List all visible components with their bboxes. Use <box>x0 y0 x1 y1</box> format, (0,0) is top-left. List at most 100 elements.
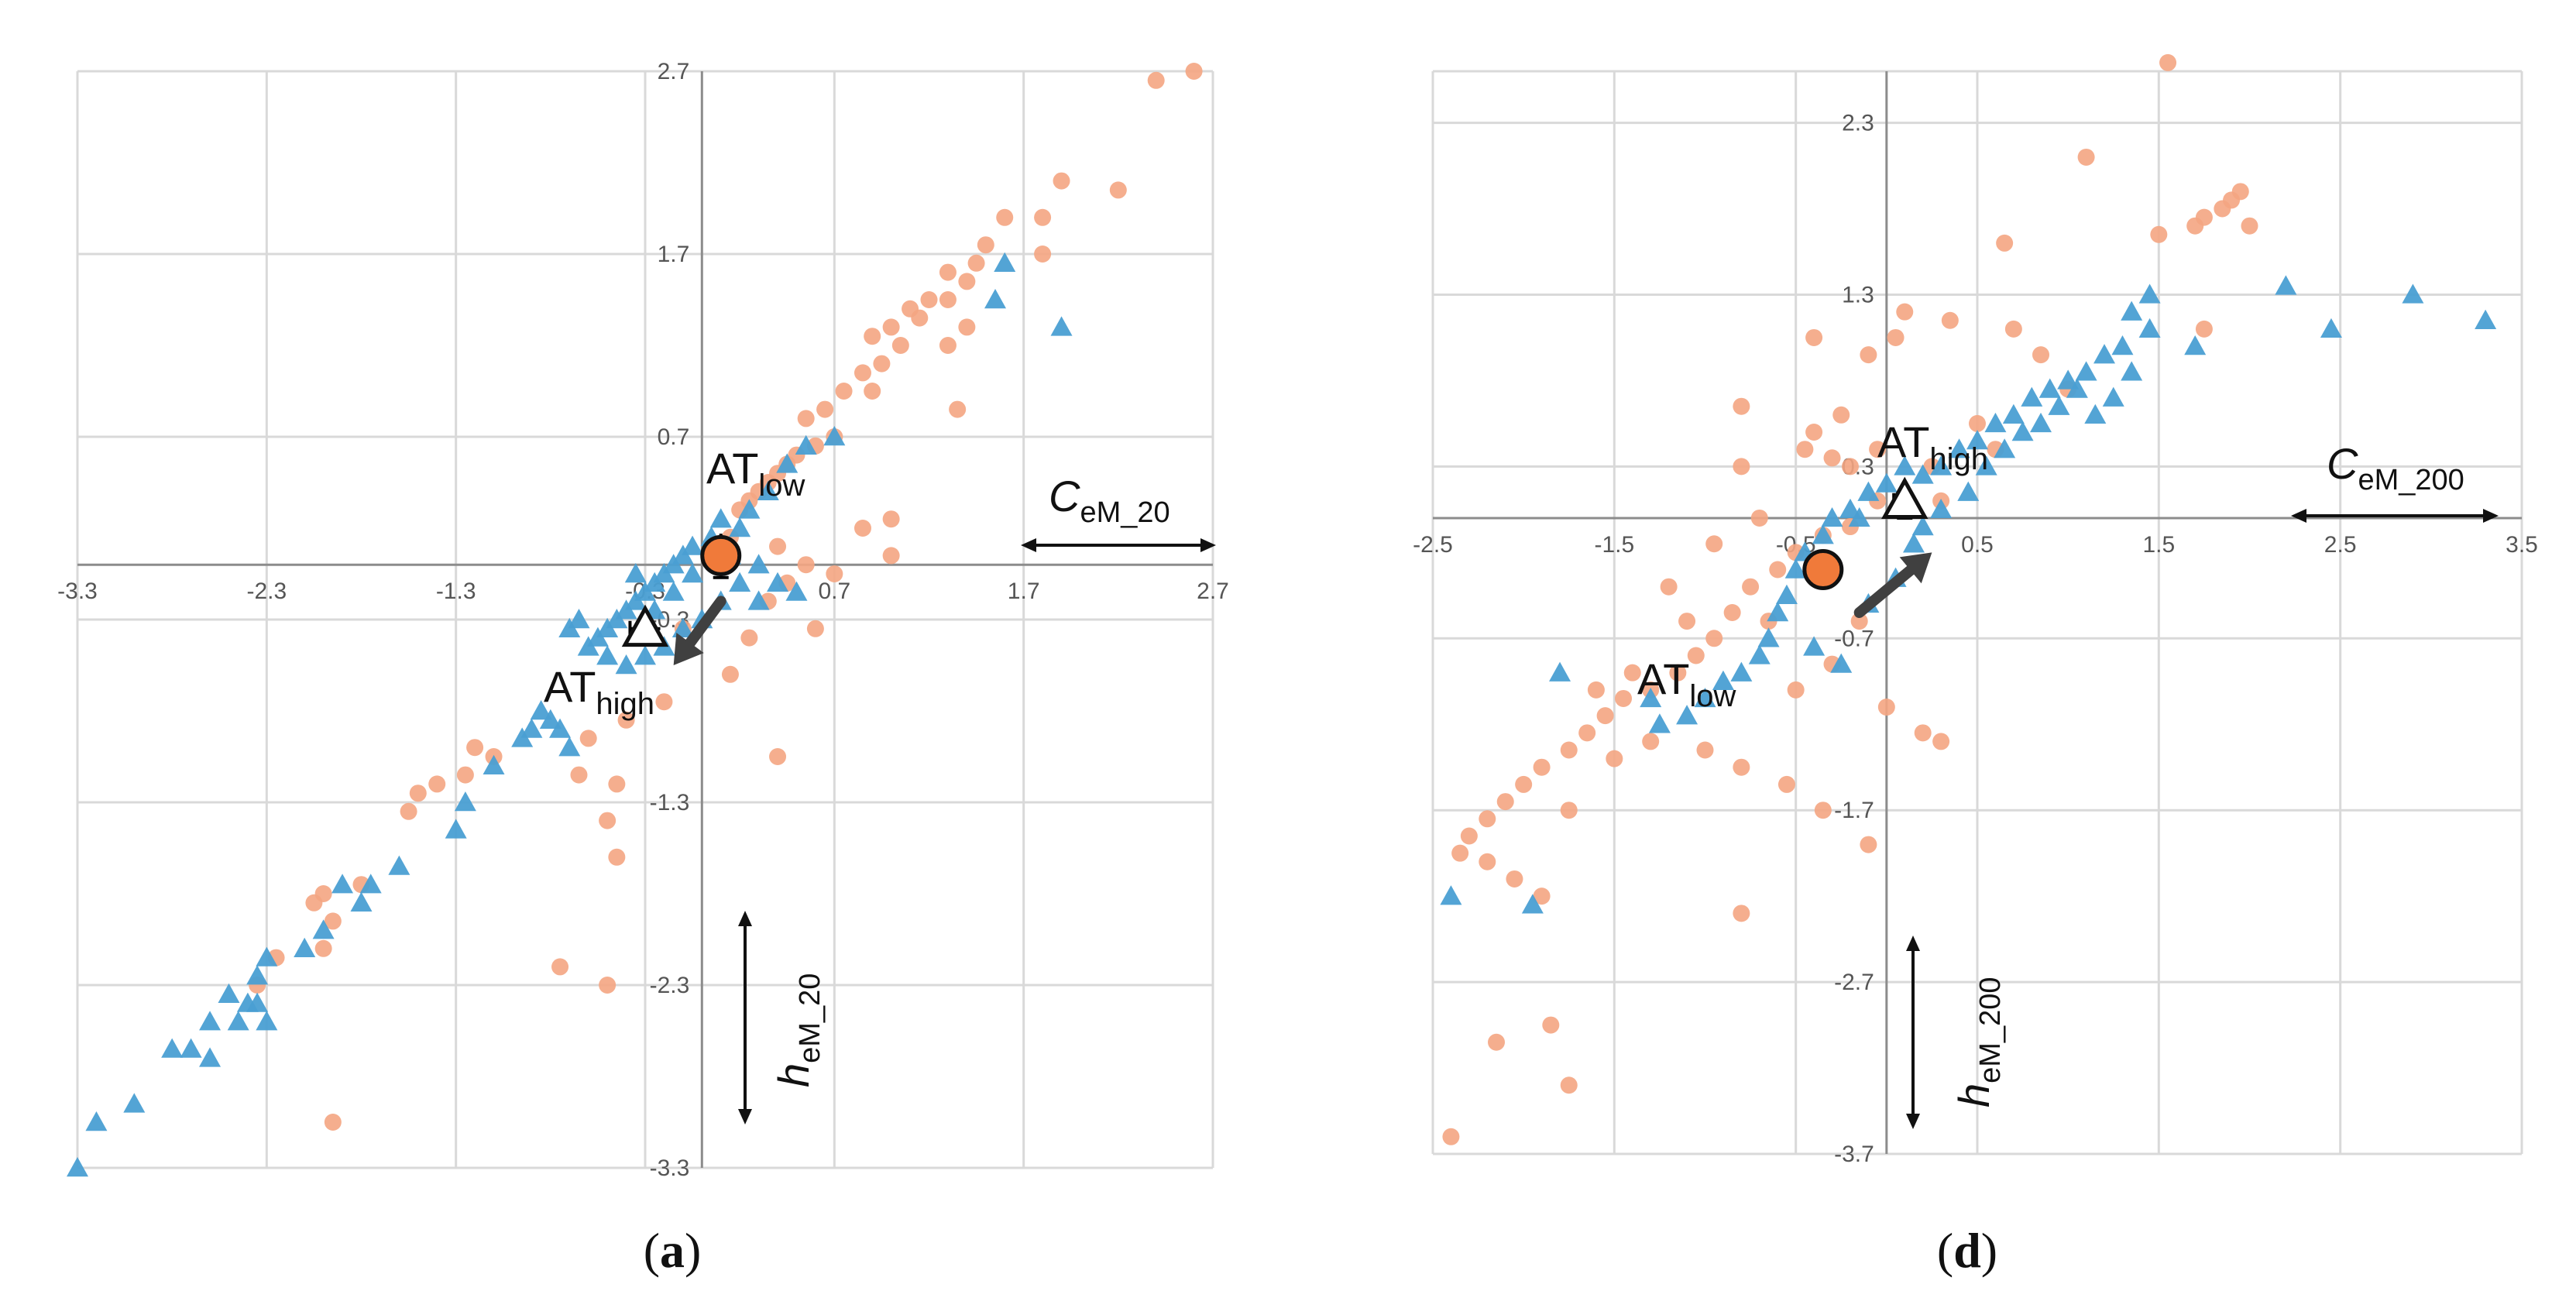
data-point-circle <box>1560 802 1578 819</box>
data-point-triangle <box>1848 506 1870 527</box>
data-point-triangle <box>2021 386 2043 407</box>
data-point-triangle <box>615 654 637 675</box>
data-point-circle <box>721 665 739 683</box>
data-point-triangle <box>1640 687 1662 708</box>
panel-label-a: (a) <box>644 1223 702 1278</box>
data-point-circle <box>769 537 787 555</box>
x-variable-arrowhead-left <box>2291 509 2306 523</box>
data-point-circle <box>1623 664 1641 682</box>
data-point-triangle <box>662 581 685 601</box>
data-point-triangle <box>2075 361 2097 381</box>
data-point-triangle <box>558 617 581 637</box>
data-point-triangle <box>2111 335 2134 355</box>
data-point-circle <box>1442 1128 1460 1145</box>
data-point-circle <box>1687 647 1705 664</box>
data-point-triangle <box>1821 506 1843 527</box>
data-point-circle <box>1678 613 1696 630</box>
data-point-triangle <box>586 627 609 647</box>
shift-arrow-head <box>673 632 704 665</box>
data-point-circle <box>608 848 626 866</box>
at-high-label-a: AThigh <box>544 662 654 721</box>
data-point-triangle <box>1894 455 1916 476</box>
data-point-triangle <box>1839 498 1861 519</box>
data-point-triangle <box>199 1011 222 1031</box>
data-point-triangle <box>350 891 373 912</box>
data-point-circle <box>797 556 815 574</box>
data-point-circle <box>2032 346 2050 364</box>
data-point-triangle <box>984 289 1007 309</box>
data-point-circle <box>967 254 985 272</box>
data-point-circle <box>2231 183 2249 201</box>
scatter-panel-a: -3.3-2.3-1.3-0.30.71.72.7 -3.3-2.3-1.3-0… <box>57 59 1229 1278</box>
x-variable-arrowhead-left <box>1021 538 1036 552</box>
data-point-triangle <box>653 563 675 583</box>
data-point-triangle <box>1911 516 1934 536</box>
series-d <box>1440 53 2497 1145</box>
x-tick-label: 2.7 <box>1197 579 1229 604</box>
x-tick-label: 2.5 <box>2324 532 2357 558</box>
data-point-circle <box>314 939 332 957</box>
data-point-triangle <box>1948 438 1970 458</box>
data-point-triangle <box>1984 412 2007 433</box>
data-point-triangle <box>530 700 552 720</box>
x-tick-label: -2.5 <box>1413 532 1453 558</box>
data-point-circle <box>1460 827 1478 845</box>
data-point-circle <box>939 263 957 281</box>
data-point-triangle <box>709 508 732 528</box>
data-point-triangle <box>218 983 240 1003</box>
y-tick-label: 0.7 <box>658 424 690 450</box>
data-point-circle <box>1560 1076 1578 1094</box>
data-point-triangle <box>747 590 770 610</box>
data-point-triangle <box>596 617 619 637</box>
data-point-triangle <box>549 718 572 738</box>
data-point-circle <box>1832 406 1850 424</box>
data-point-circle <box>1660 578 1678 596</box>
data-point-circle <box>1642 733 1660 750</box>
data-point-triangle <box>606 609 628 629</box>
data-point-circle <box>1109 181 1127 199</box>
data-point-triangle <box>2048 395 2070 415</box>
data-point-triangle <box>558 736 581 757</box>
data-point-circle <box>305 894 323 912</box>
x-tick-label: 0.5 <box>1961 532 1994 558</box>
data-point-circle <box>740 629 758 647</box>
data-point-triangle <box>776 453 799 473</box>
data-point-triangle <box>454 791 476 812</box>
data-point-triangle <box>1549 661 1571 682</box>
data-point-triangle <box>2320 318 2342 338</box>
data-point-circle <box>324 912 342 930</box>
data-point-circle <box>1669 664 1687 682</box>
data-point-circle <box>977 236 994 254</box>
data-point-circle <box>1496 793 1514 811</box>
panel-label-d: (d) <box>1937 1223 1997 1278</box>
data-point-circle <box>882 318 900 336</box>
data-point-circle <box>854 520 871 537</box>
data-point-triangle <box>445 819 467 839</box>
y-tick-label: -3.7 <box>1834 1142 1874 1167</box>
data-point-triangle <box>1803 636 1826 656</box>
shift-arrow-shaft <box>685 596 726 649</box>
data-point-triangle <box>671 544 694 565</box>
data-point-circle <box>920 291 938 308</box>
y-tick-label: -3.3 <box>650 1155 690 1181</box>
data-point-circle <box>1823 449 1841 467</box>
data-point-triangle <box>2121 361 2143 381</box>
data-point-circle <box>2195 208 2213 226</box>
shift-arrow-shaft <box>1853 565 1916 618</box>
data-point-circle <box>570 766 588 784</box>
data-point-circle <box>1814 802 1832 819</box>
data-point-circle <box>1533 888 1551 905</box>
y-tick-label: 1.3 <box>1842 282 1874 307</box>
data-point-circle <box>456 766 474 784</box>
data-point-triangle <box>795 434 817 455</box>
data-point-triangle <box>634 581 656 601</box>
data-point-triangle <box>1521 894 1544 914</box>
data-point-triangle <box>483 754 505 774</box>
data-point-triangle <box>2093 344 2116 364</box>
data-point-triangle <box>615 599 637 620</box>
data-point-circle <box>835 383 853 400</box>
data-point-circle <box>1723 604 1741 621</box>
data-point-triangle <box>1966 430 1988 450</box>
mean-circle-at-low <box>700 534 742 576</box>
data-point-circle <box>579 730 597 747</box>
